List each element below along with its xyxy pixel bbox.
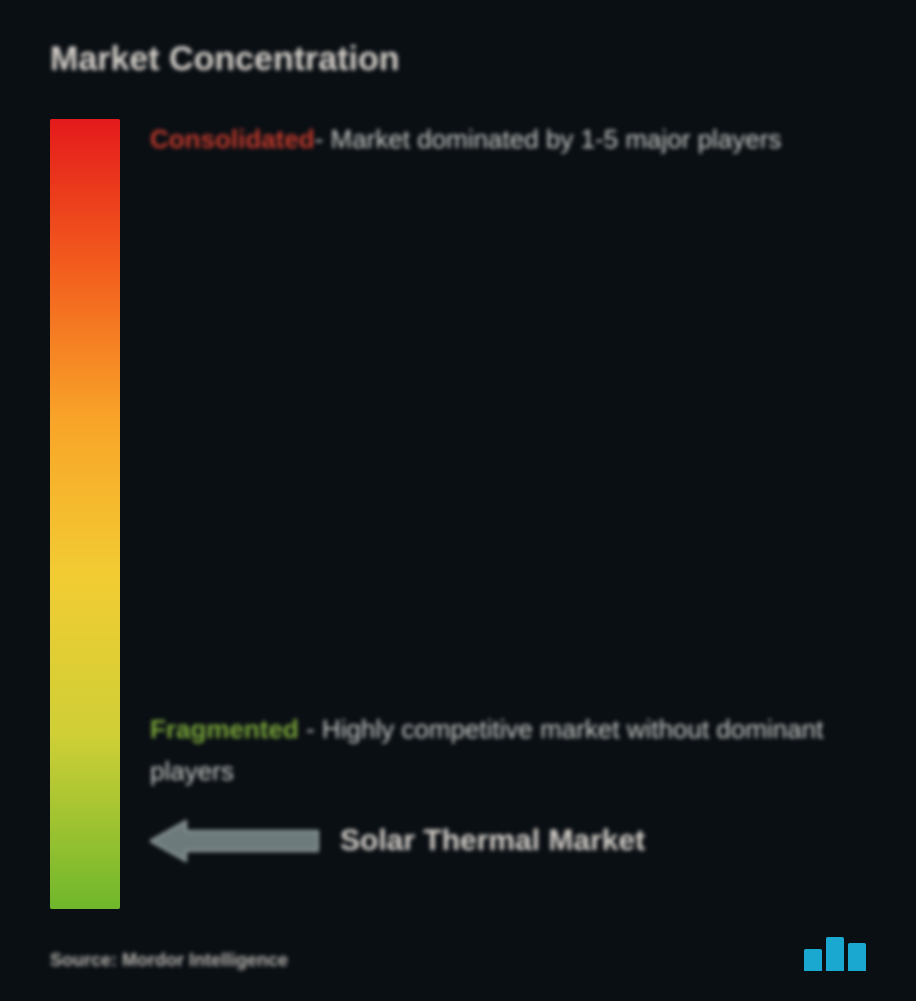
brand-logo-icon bbox=[804, 937, 866, 971]
arrow-left-icon bbox=[150, 819, 320, 863]
market-pointer-row: Solar Thermal Market bbox=[150, 819, 645, 863]
content-row: Consolidated- Market dominated by 1-5 ma… bbox=[50, 119, 866, 909]
footer: Source: Mordor Intelligence bbox=[50, 937, 866, 971]
consolidated-description: Consolidated- Market dominated by 1-5 ma… bbox=[150, 119, 856, 161]
consolidated-keyword: Consolidated bbox=[150, 124, 315, 154]
source-text: Source: Mordor Intelligence bbox=[50, 950, 288, 971]
consolidated-rest: - Market dominated by 1-5 major players bbox=[315, 124, 782, 154]
concentration-gradient-bar bbox=[50, 119, 120, 909]
descriptions-column: Consolidated- Market dominated by 1-5 ma… bbox=[120, 119, 866, 909]
fragmented-description: Fragmented - Highly competitive market w… bbox=[150, 709, 856, 792]
market-label: Solar Thermal Market bbox=[340, 824, 645, 858]
fragmented-keyword: Fragmented bbox=[150, 714, 299, 744]
infographic-title: Market Concentration bbox=[50, 40, 866, 79]
